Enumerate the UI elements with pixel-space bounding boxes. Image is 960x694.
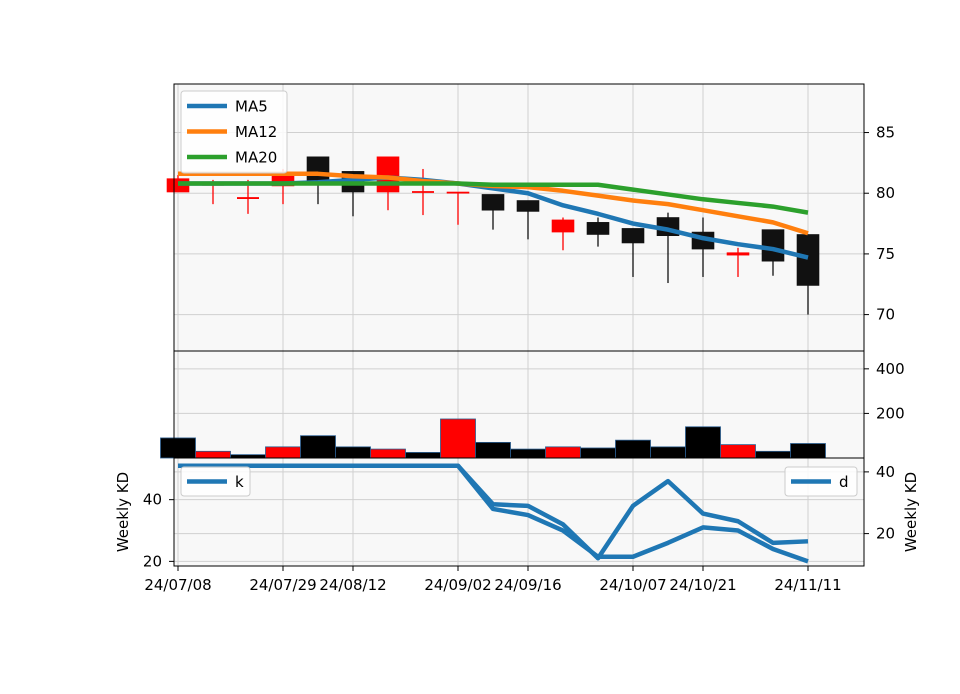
volume-bar bbox=[335, 446, 371, 459]
candle-body bbox=[551, 219, 575, 233]
price-tick-label: 75 bbox=[876, 245, 895, 263]
volume-bar bbox=[790, 443, 826, 459]
candle-body bbox=[376, 156, 400, 193]
volume-bar bbox=[440, 418, 476, 459]
volume-bar bbox=[195, 450, 231, 459]
kd-left-tick-label: 40 bbox=[143, 491, 162, 509]
volume-bar bbox=[615, 439, 651, 459]
volume-bar bbox=[405, 452, 441, 459]
candle-body bbox=[306, 156, 330, 182]
legend-label-k: k bbox=[235, 473, 244, 491]
volume-bar bbox=[475, 441, 511, 459]
legend-label-d: d bbox=[839, 473, 849, 491]
volume-panel-bg bbox=[174, 351, 864, 458]
x-tick-label: 24/10/07 bbox=[599, 576, 666, 594]
volume-bar bbox=[650, 446, 686, 459]
x-tick-label: 24/07/29 bbox=[249, 576, 316, 594]
volume-bar bbox=[265, 446, 301, 459]
volume-tick-label: 400 bbox=[876, 360, 905, 378]
candle-body bbox=[621, 228, 645, 244]
candle-body bbox=[796, 234, 820, 286]
x-tick-label: 24/09/02 bbox=[424, 576, 491, 594]
volume-bar bbox=[720, 444, 756, 459]
kd-right-tick-label: 20 bbox=[876, 525, 895, 543]
x-tick-label: 24/08/12 bbox=[319, 576, 386, 594]
candle-body bbox=[761, 229, 785, 262]
volume-bar bbox=[370, 448, 406, 459]
volume-bar bbox=[545, 446, 581, 459]
kd-panel-frame bbox=[173, 457, 865, 567]
volume-bar bbox=[160, 437, 196, 459]
price-legend bbox=[180, 90, 288, 174]
kd-line-d bbox=[178, 463, 809, 561]
volume-bar bbox=[300, 435, 336, 459]
price-tick-label: 70 bbox=[876, 306, 895, 324]
volume-bar bbox=[755, 450, 791, 459]
price-tick-label: 85 bbox=[876, 124, 895, 142]
x-tick-label: 24/09/16 bbox=[494, 576, 561, 594]
kd-right-tick-label: 40 bbox=[876, 463, 895, 481]
volume-bar bbox=[685, 426, 721, 459]
kd-left-axis-label: Weekly KD bbox=[114, 472, 132, 552]
kd-right-axis-label: Weekly KD bbox=[902, 472, 920, 552]
candle-body bbox=[446, 191, 470, 194]
price-tick-label: 80 bbox=[876, 184, 895, 202]
kd-left-tick-label: 20 bbox=[143, 552, 162, 570]
candle-body bbox=[516, 200, 540, 212]
legend-label-ma20: MA20 bbox=[235, 149, 277, 167]
volume-bar bbox=[580, 447, 616, 459]
candle-body bbox=[481, 194, 505, 211]
x-tick-label: 24/10/21 bbox=[669, 576, 736, 594]
ma-line-ma20 bbox=[178, 181, 809, 215]
x-tick-label: 24/11/11 bbox=[774, 576, 841, 594]
legend-label-ma5: MA5 bbox=[235, 98, 268, 116]
volume-bar bbox=[510, 448, 546, 459]
x-tick-label: 24/07/08 bbox=[144, 576, 211, 594]
candle-body bbox=[726, 252, 750, 256]
volume-bar bbox=[230, 454, 266, 459]
candle-body bbox=[586, 222, 610, 235]
volume-tick-label: 200 bbox=[876, 404, 905, 422]
legend-label-ma12: MA12 bbox=[235, 123, 277, 141]
